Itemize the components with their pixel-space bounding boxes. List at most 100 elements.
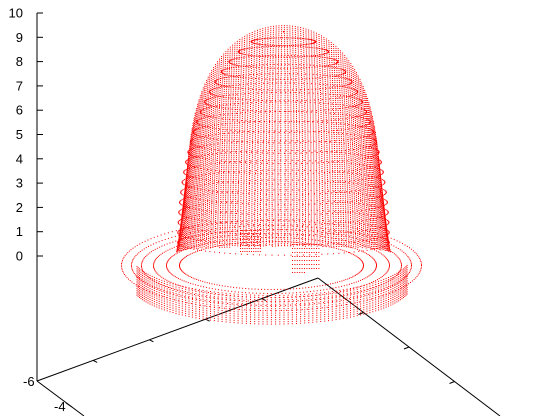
z-tick-label: 1: [16, 224, 23, 239]
data-point: [236, 135, 238, 137]
data-point: [212, 179, 213, 181]
data-point: [262, 211, 264, 213]
data-point: [234, 128, 236, 130]
data-point: [274, 225, 276, 227]
data-point: [263, 151, 265, 153]
data-point: [194, 135, 196, 137]
data-point: [185, 214, 187, 216]
data-point: [234, 106, 236, 108]
data-point: [223, 99, 225, 101]
data-point: [246, 60, 247, 62]
data-point: [259, 28, 261, 30]
data-point: [266, 66, 268, 68]
data-point: [233, 84, 234, 86]
data-point: [199, 200, 201, 202]
data-point: [290, 179, 292, 181]
data-point: [237, 215, 239, 217]
data-point: [247, 83, 249, 85]
data-point: [287, 191, 289, 193]
data-point: [287, 173, 289, 175]
data-point: [263, 143, 265, 145]
data-point: [240, 219, 242, 221]
data-point: [251, 202, 253, 204]
data-point: [254, 163, 256, 165]
data-point: [187, 197, 189, 199]
data-point: [205, 206, 206, 208]
data-point: [210, 117, 212, 119]
data-point: [222, 59, 224, 61]
data-point: [271, 209, 273, 211]
data-point: [287, 97, 289, 99]
data-point: [243, 174, 245, 176]
data-point: [204, 226, 206, 228]
data-point: [207, 107, 209, 109]
data-point: [207, 88, 208, 90]
data-point: [290, 223, 292, 225]
data-point: [248, 51, 250, 53]
data-point: [185, 183, 187, 185]
data-point: [274, 237, 276, 239]
data-point: [202, 174, 204, 176]
data-point: [186, 192, 188, 194]
data-point: [235, 191, 237, 193]
data-point: [200, 226, 202, 228]
data-point: [243, 158, 245, 160]
data-point: [211, 101, 213, 103]
data-point: [278, 65, 279, 67]
data-point: [199, 240, 201, 242]
data-point: [196, 129, 198, 131]
data-point: [180, 220, 182, 222]
data-point: [199, 206, 201, 208]
data-point: [277, 207, 279, 209]
data-point: [225, 190, 227, 192]
data-point: [218, 70, 220, 72]
data-point: [232, 116, 233, 118]
data-point: [244, 41, 245, 43]
data-point: [214, 172, 216, 174]
data-point: [223, 168, 225, 170]
data-point: [229, 246, 231, 248]
data-point: [234, 245, 236, 247]
data-point: [274, 93, 276, 95]
data-point: [192, 175, 194, 177]
data-point: [207, 154, 209, 156]
data-point: [280, 75, 282, 77]
data-point: [239, 121, 241, 123]
data-point: [277, 237, 279, 239]
data-point: [213, 151, 214, 153]
data-point: [257, 138, 259, 140]
data-point: [202, 121, 204, 123]
data-point: [199, 141, 201, 143]
data-point: [280, 79, 282, 81]
data-point: [266, 126, 268, 128]
data-point: [251, 54, 253, 55]
data-point: [226, 238, 228, 240]
data-point: [260, 140, 262, 142]
data-point: [263, 161, 264, 163]
data-point: [221, 103, 223, 105]
data-point: [235, 183, 237, 185]
data-point: [230, 96, 232, 98]
data-point: [246, 139, 248, 141]
data-point: [257, 228, 259, 230]
data-point: [278, 53, 280, 55]
data-point: [197, 155, 199, 157]
data-point: [260, 202, 261, 204]
data-point: [268, 224, 270, 226]
data-point: [210, 168, 212, 170]
data-point: [264, 43, 266, 45]
data-point: [199, 135, 201, 137]
data-point: [269, 94, 271, 96]
data-point: [209, 200, 211, 202]
data-point: [184, 247, 186, 249]
data-point: [242, 77, 244, 79]
data-point: [274, 97, 276, 99]
data-point: [247, 111, 249, 113]
data-point: [261, 94, 262, 96]
data-point: [234, 116, 236, 118]
data-point: [265, 192, 267, 194]
data-point: [238, 53, 240, 55]
data-point: [181, 217, 183, 219]
data-point: [289, 57, 291, 59]
data-point: [215, 138, 217, 140]
